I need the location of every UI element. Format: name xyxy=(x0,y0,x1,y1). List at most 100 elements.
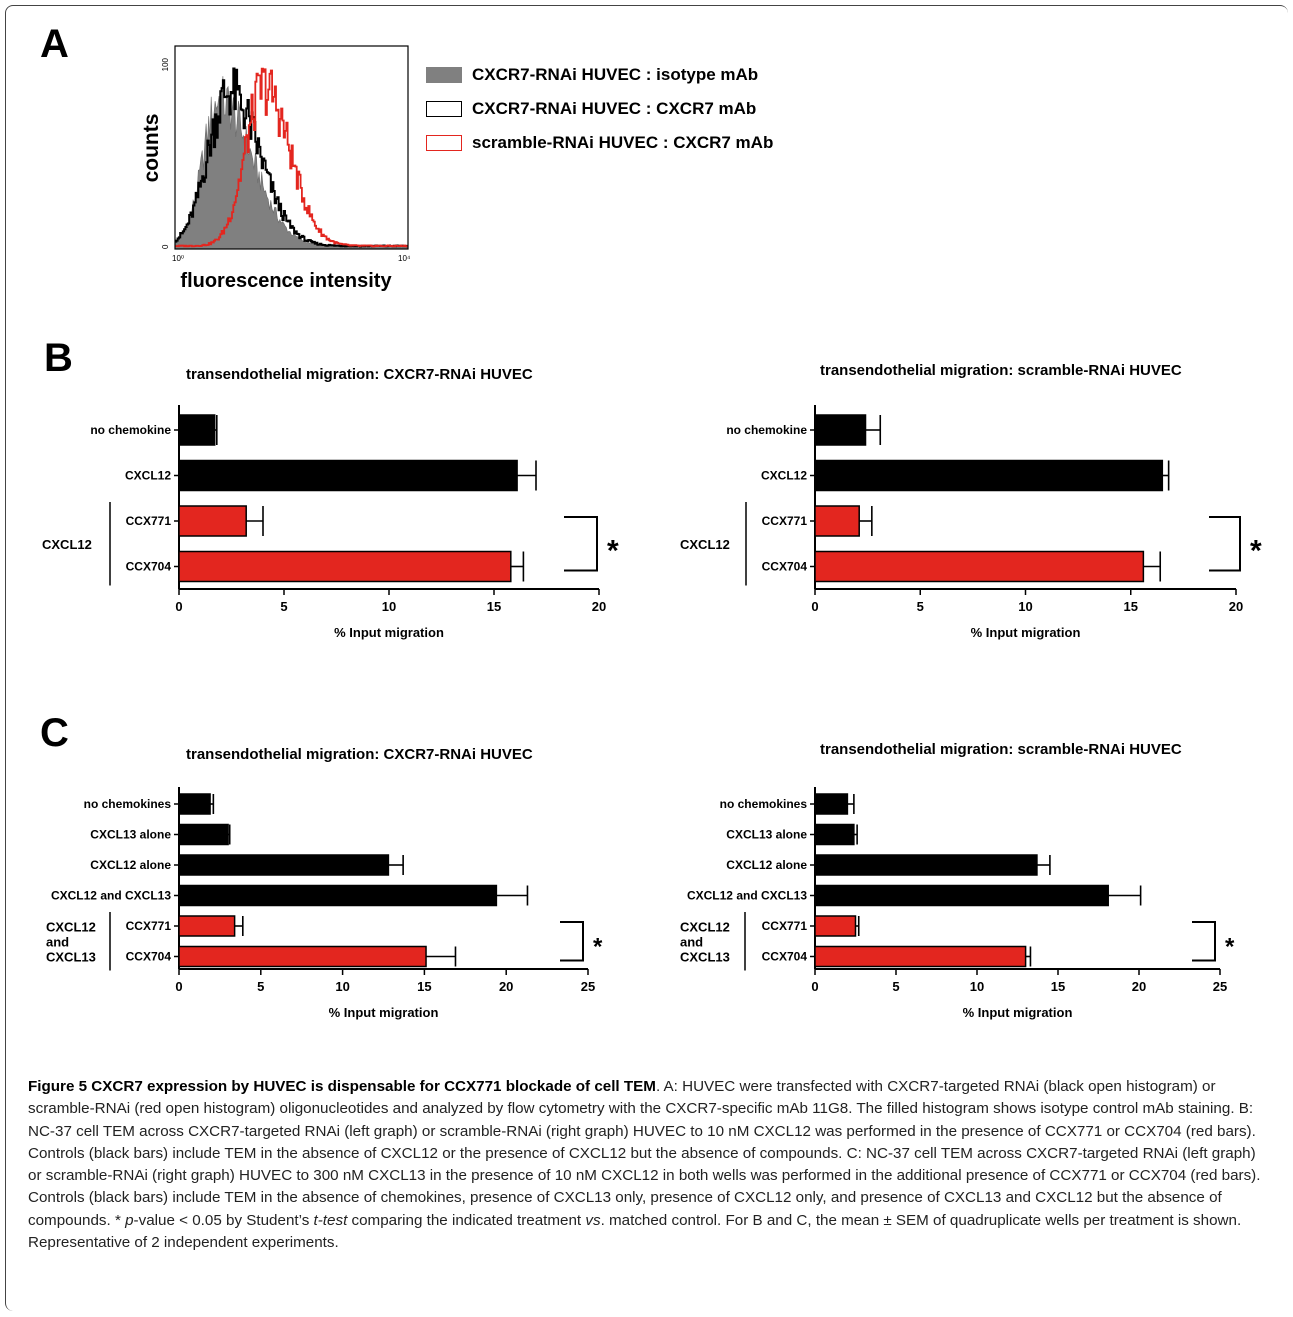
x-tick-label: 15 xyxy=(1124,599,1138,614)
significance-bracket xyxy=(1209,516,1241,572)
histogram-frame xyxy=(174,45,409,250)
caption-pvalue: p xyxy=(125,1211,134,1229)
bar xyxy=(814,793,849,815)
caption-part4: . matched control. For B and C, the mean… xyxy=(28,1211,1242,1252)
panel-letter-c: C xyxy=(40,711,69,755)
category-label: no chemokines xyxy=(720,797,808,811)
bar xyxy=(814,945,1027,968)
legend-item-cxcr7: CXCR7-RNAi HUVEC : CXCR7 mAb xyxy=(426,92,773,126)
x-tick-label: 10 xyxy=(382,599,396,614)
x-axis-label: % Input migration xyxy=(334,625,444,640)
category-label: CCX704 xyxy=(762,560,808,574)
caption-part3: comparing the indicated treatment xyxy=(347,1211,586,1229)
x-tick-label: 0 xyxy=(811,979,818,994)
x-tick-label: 0 xyxy=(175,599,182,614)
significance-bracket xyxy=(1192,921,1216,962)
category-label: CCX771 xyxy=(762,919,808,933)
x-tick-label: 10 xyxy=(970,979,984,994)
category-label: no chemokine xyxy=(726,423,807,437)
x-tick-label: 15 xyxy=(487,599,501,614)
group-label: CXCL12 xyxy=(680,919,730,934)
category-label: CXCL12 alone xyxy=(726,858,807,872)
caption-part1: . A: HUVEC were transfected with CXCR7-t… xyxy=(28,1078,1261,1229)
x-tick-label: 10 xyxy=(1018,599,1032,614)
legend-item-isotype: CXCR7-RNAi HUVEC : isotype mAb xyxy=(426,58,773,92)
caption-part2: -value < 0.05 by Student’s xyxy=(133,1211,314,1229)
histogram-xtick-right: 10⁴ xyxy=(398,254,411,263)
x-tick-label: 0 xyxy=(175,979,182,994)
bar xyxy=(178,459,518,492)
category-label: CXCL13 alone xyxy=(726,828,807,842)
significance-bracket xyxy=(564,516,598,572)
category-label: CXCL12 xyxy=(125,469,171,483)
category-label: no chemokine xyxy=(90,423,171,437)
panel-letter-b: B xyxy=(44,336,73,380)
histogram-ytick-bottom: 0 xyxy=(161,244,170,249)
x-tick-label: 20 xyxy=(499,979,513,994)
x-tick-label: 20 xyxy=(1132,979,1146,994)
figure-frame xyxy=(5,5,1288,1311)
group-label: CXCL13 xyxy=(680,949,730,964)
category-label: CCX704 xyxy=(126,560,172,574)
x-axis-label: % Input migration xyxy=(329,1005,439,1020)
category-label: CCX704 xyxy=(126,950,172,964)
caption-ttest: t-test xyxy=(313,1211,348,1229)
category-label: CCX771 xyxy=(126,919,172,933)
scramble-rnai-histogram xyxy=(175,67,408,248)
category-label: CXCL13 alone xyxy=(90,828,171,842)
bar xyxy=(178,550,512,583)
x-tick-label: 20 xyxy=(592,599,606,614)
chart-title-c-left: transendothelial migration: CXCR7-RNAi H… xyxy=(186,746,533,763)
category-label: CXCL12 xyxy=(761,469,807,483)
category-label: CXCL12 alone xyxy=(90,858,171,872)
x-tick-label: 15 xyxy=(417,979,431,994)
group-label: CXCL12 xyxy=(46,919,96,934)
bar xyxy=(814,854,1038,876)
histogram-plot: 100 0 10⁰ 10⁴ counts fluorescence intens… xyxy=(140,45,411,292)
category-label: CXCL12 and CXCL13 xyxy=(687,889,807,903)
x-tick-label: 5 xyxy=(892,979,899,994)
group-label: CXCL12 xyxy=(680,537,730,552)
legend-label: CXCR7-RNAi HUVEC : isotype mAb xyxy=(472,65,759,84)
legend-swatch-filled-gray xyxy=(426,67,462,83)
panel-letter-a: A xyxy=(40,22,69,66)
chart-title-b-left: transendothelial migration: CXCR7-RNAi H… xyxy=(186,366,533,383)
caption-title: Figure 5 CXCR7 expression by HUVEC is di… xyxy=(28,1078,656,1095)
x-axis-label: % Input migration xyxy=(963,1005,1073,1020)
caption-vs: vs xyxy=(585,1211,601,1229)
legend-swatch-open-black xyxy=(426,101,462,117)
group-label: and xyxy=(46,934,69,949)
group-label: CXCL13 xyxy=(46,949,96,964)
x-tick-label: 15 xyxy=(1051,979,1065,994)
bar xyxy=(814,823,855,846)
bar xyxy=(814,915,857,937)
histogram-ylabel: counts xyxy=(140,114,163,183)
significance-star: * xyxy=(593,933,603,960)
bar xyxy=(178,505,247,537)
x-tick-label: 5 xyxy=(917,599,924,614)
significance-star: * xyxy=(1250,534,1262,567)
group-label: CXCL12 xyxy=(42,537,92,552)
significance-bracket xyxy=(560,921,584,962)
chart-title-c-right: transendothelial migration: scramble-RNA… xyxy=(820,741,1182,758)
x-tick-label: 10 xyxy=(335,979,349,994)
category-label: CCX771 xyxy=(762,514,808,528)
histogram-ytick-top: 100 xyxy=(161,57,170,71)
group-label: and xyxy=(680,934,703,949)
chart-title-b-right: transendothelial migration: scramble-RNA… xyxy=(820,362,1182,379)
legend-item-scramble: scramble-RNAi HUVEC : CXCR7 mAb xyxy=(426,126,773,160)
x-axis-label: % Input migration xyxy=(971,625,1081,640)
significance-star: * xyxy=(607,534,619,567)
significance-star: * xyxy=(1225,933,1235,960)
x-tick-label: 5 xyxy=(257,979,264,994)
category-label: CCX771 xyxy=(126,514,172,528)
histogram-legend: CXCR7-RNAi HUVEC : isotype mAb CXCR7-RNA… xyxy=(426,58,773,160)
category-label: CXCL12 and CXCL13 xyxy=(51,889,171,903)
x-tick-label: 25 xyxy=(1213,979,1227,994)
bar xyxy=(814,884,1109,907)
x-tick-label: 25 xyxy=(581,979,595,994)
